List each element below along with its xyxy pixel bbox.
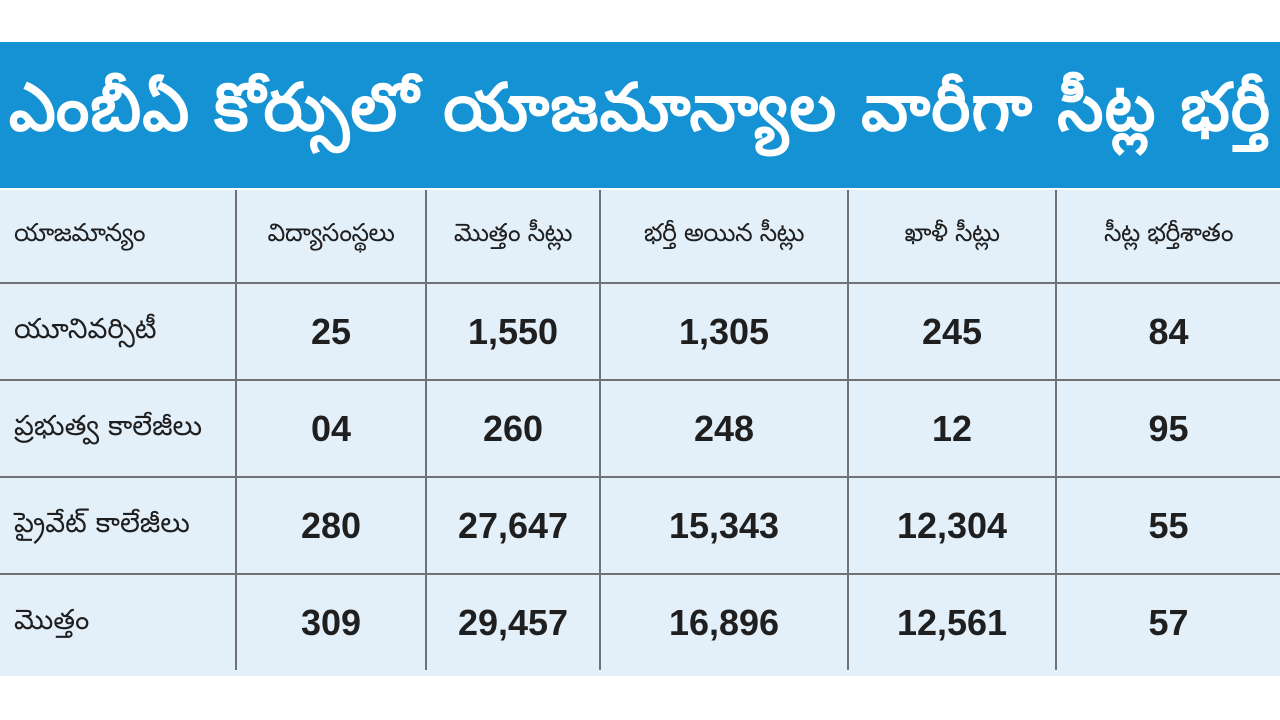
cell-vacant-seats: 12,304 (847, 476, 1056, 574)
cell-fill-percentage: 55 (1055, 476, 1280, 574)
seat-table: యాజమాన్యం విద్యాసంస్థలు మొత్తం సీట్లు భర… (0, 190, 1280, 670)
table-row: ప్రైవేట్ కాలేజీలు 280 27,647 15,343 12,3… (0, 476, 1280, 574)
table-row-total: మొత్తం 309 29,457 16,896 12,561 57 (0, 573, 1280, 670)
cell-institutions: 309 (235, 573, 426, 670)
cell-filled-seats: 16,896 (599, 573, 848, 670)
cell-total-seats: 260 (425, 379, 600, 477)
table-header-row: యాజమాన్యం విద్యాసంస్థలు మొత్తం సీట్లు భర… (0, 190, 1280, 283)
header-vacant-seats: ఖాళీ సీట్లు (847, 190, 1056, 283)
row-label: ప్రైవేట్ కాలేజీలు (0, 476, 236, 574)
cell-vacant-seats: 12 (847, 379, 1056, 477)
cell-institutions: 04 (235, 379, 426, 477)
cell-vacant-seats: 12,561 (847, 573, 1056, 670)
row-label: యూనివర్సిటీ (0, 282, 236, 380)
cell-total-seats: 1,550 (425, 282, 600, 380)
cell-fill-percentage: 84 (1055, 282, 1280, 380)
infographic-title: ఎంబీఏ కోర్సులో యాజమాన్యాల వారీగా సీట్ల భ… (8, 68, 1272, 146)
row-label: ప్రభుత్వ కాలేజీలు (0, 379, 236, 477)
cell-fill-percentage: 95 (1055, 379, 1280, 477)
header-fill-percentage: సీట్ల భర్తీశాతం (1055, 190, 1280, 283)
header-total-seats: మొత్తం సీట్లు (425, 190, 600, 283)
cell-filled-seats: 248 (599, 379, 848, 477)
title-banner: ఎంబీఏ కోర్సులో యాజమాన్యాల వారీగా సీట్ల భ… (0, 42, 1280, 188)
cell-filled-seats: 1,305 (599, 282, 848, 380)
header-management: యాజమాన్యం (14, 218, 146, 247)
cell-fill-percentage: 57 (1055, 573, 1280, 670)
cell-total-seats: 29,457 (425, 573, 600, 670)
cell-filled-seats: 15,343 (599, 476, 848, 574)
cell-total-seats: 27,647 (425, 476, 600, 574)
row-label: మొత్తం (0, 573, 236, 670)
table-row: ప్రభుత్వ కాలేజీలు 04 260 248 12 95 (0, 379, 1280, 477)
header-institutions: విద్యాసంస్థలు (235, 190, 426, 283)
cell-institutions: 25 (235, 282, 426, 380)
seat-table-container: యాజమాన్యం విద్యాసంస్థలు మొత్తం సీట్లు భర… (0, 190, 1280, 676)
cell-institutions: 280 (235, 476, 426, 574)
table-row: యూనివర్సిటీ 25 1,550 1,305 245 84 (0, 282, 1280, 380)
cell-vacant-seats: 245 (847, 282, 1056, 380)
header-filled-seats: భర్తీ అయిన సీట్లు (599, 190, 848, 283)
